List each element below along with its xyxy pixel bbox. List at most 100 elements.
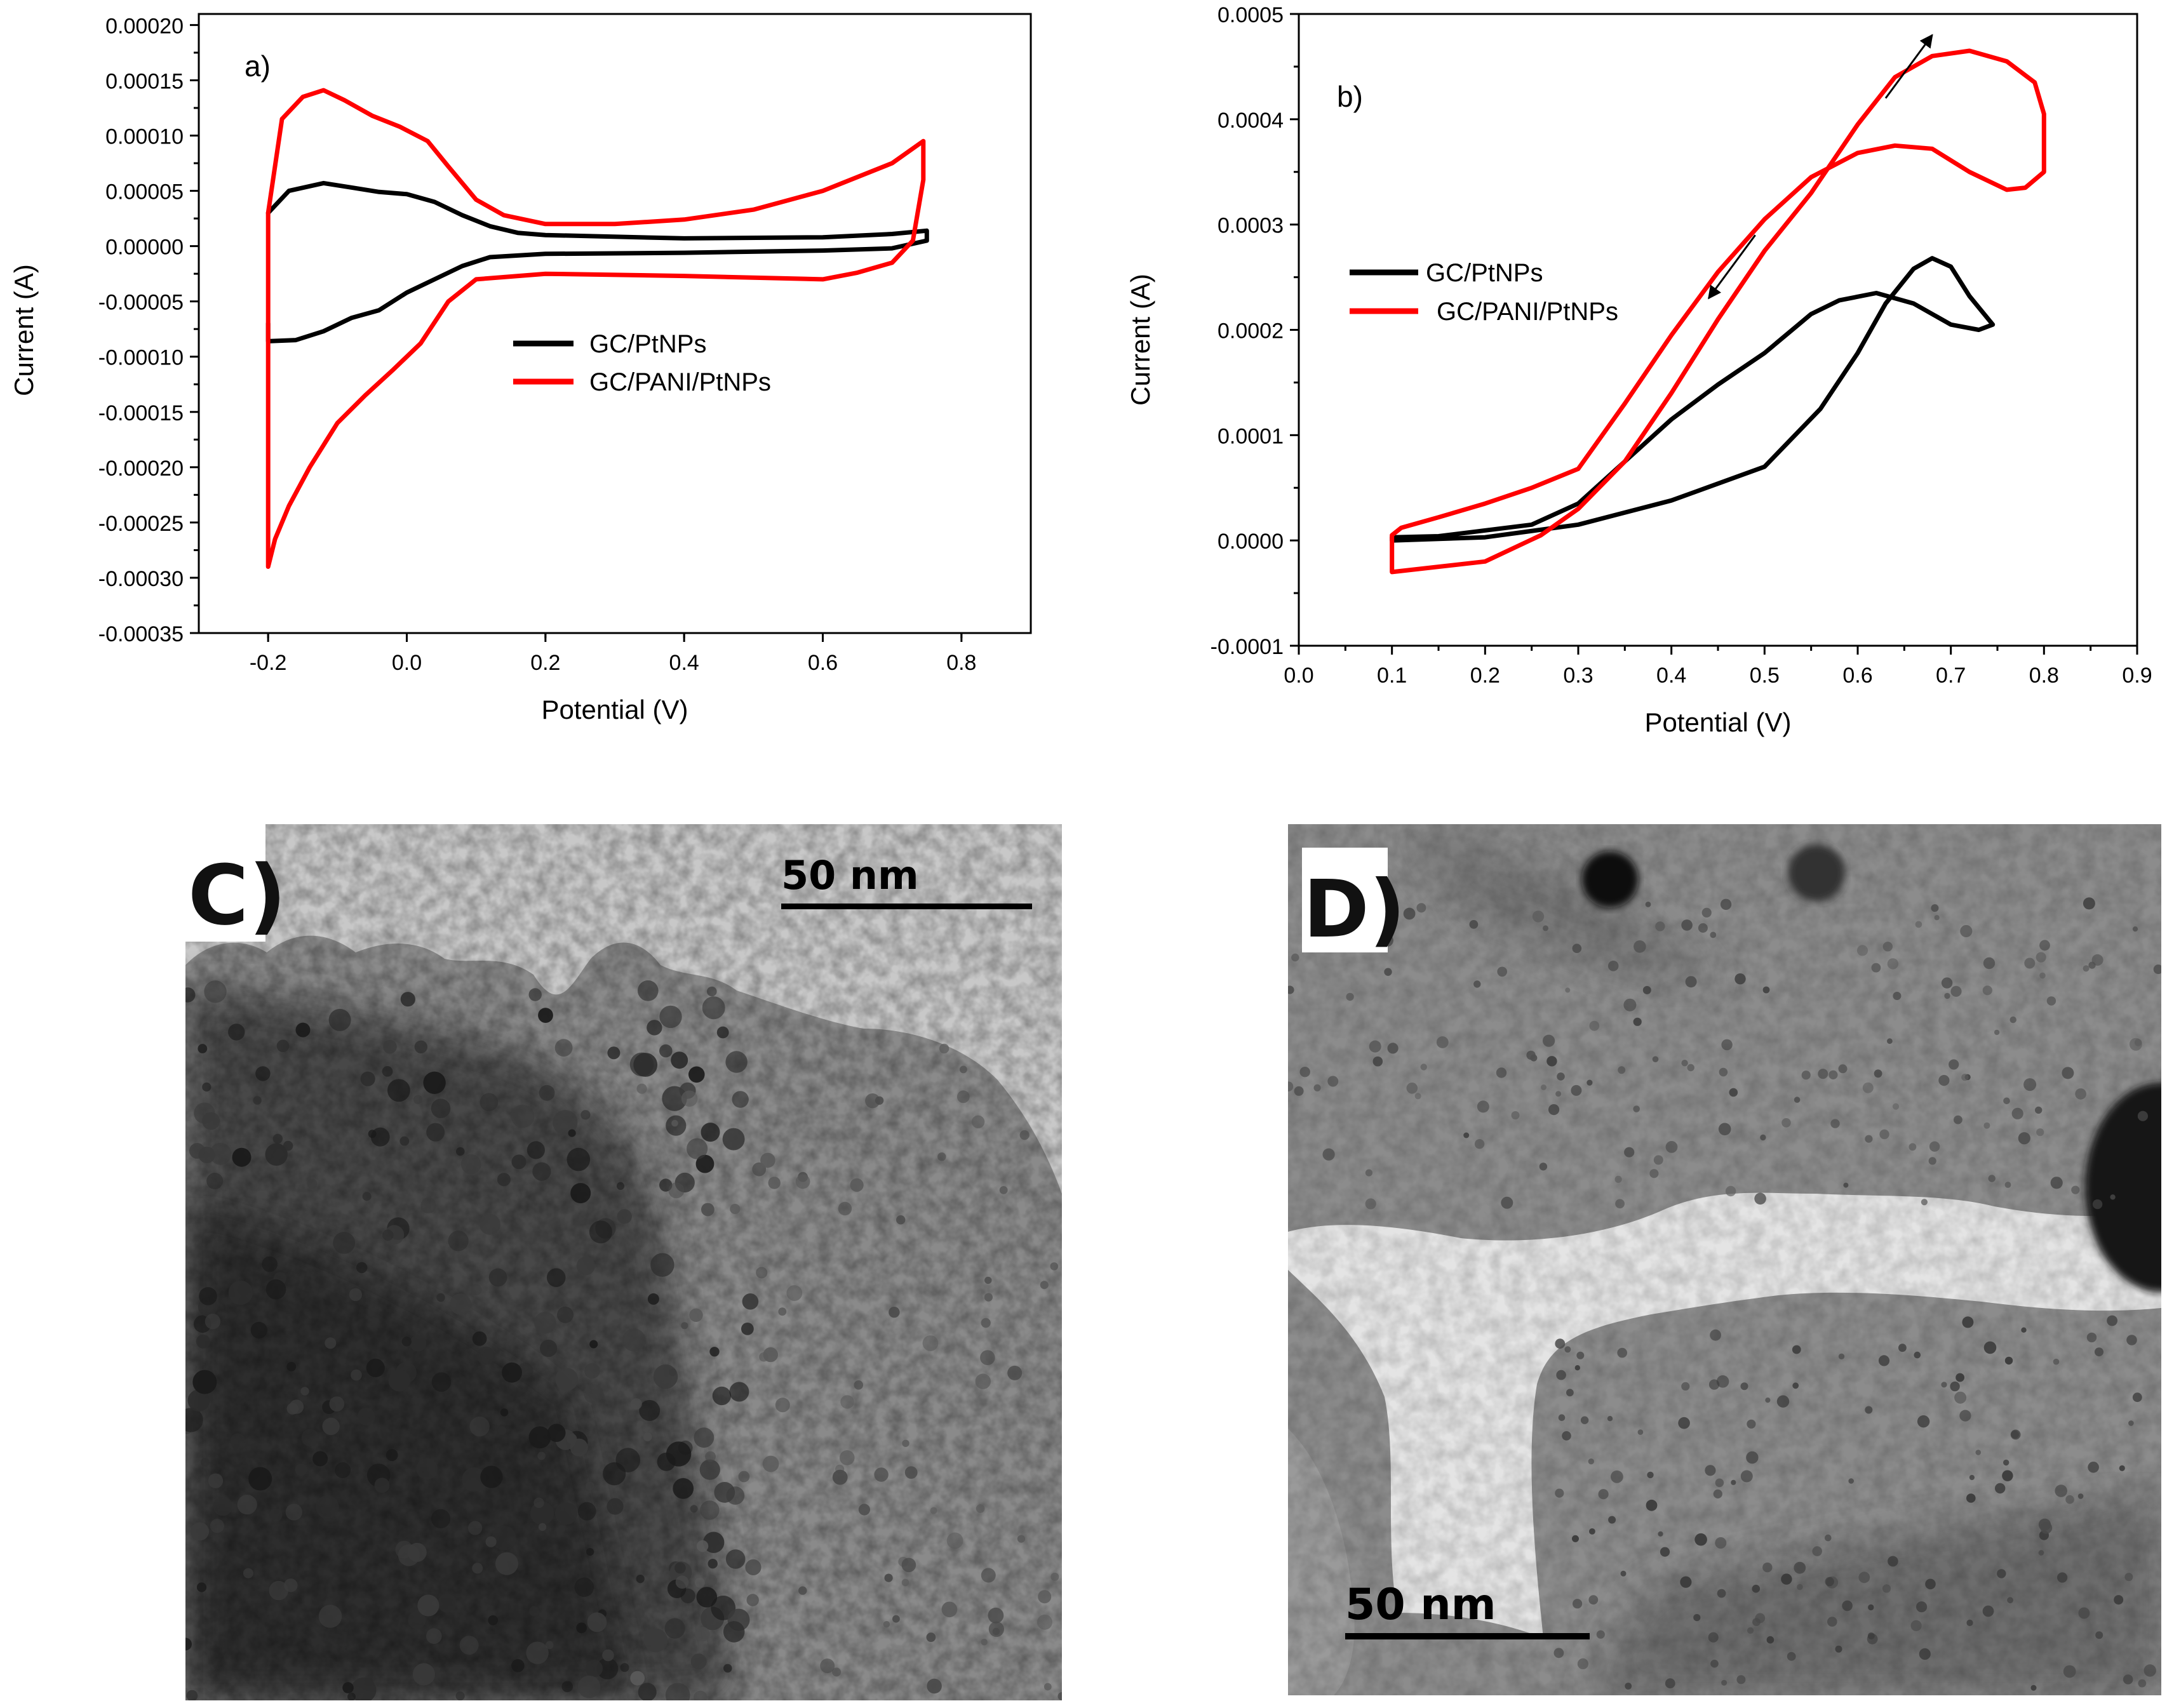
tem-c-particle	[255, 1066, 270, 1081]
tem-c-particle	[420, 1198, 436, 1213]
tem-c-particle	[739, 1471, 750, 1483]
tem-d-particle	[2057, 1572, 2067, 1582]
tem-d-particle	[1634, 1018, 1642, 1026]
tem-d-particle	[2062, 1067, 2074, 1079]
tem-c-particle	[637, 1084, 647, 1094]
tem-c-particle	[480, 1465, 502, 1488]
tem-c-particle	[199, 1147, 215, 1163]
tem-c-particle	[702, 996, 725, 1019]
tem-c-particle	[617, 1182, 624, 1190]
tem-c-particle	[902, 1440, 909, 1447]
tem-d-particle	[1868, 1605, 1874, 1610]
tem-d-particle	[1576, 1352, 1584, 1359]
tem-d-particle	[1540, 1163, 1547, 1170]
tem-d-particle	[2114, 1595, 2123, 1605]
tem-d-particle	[2154, 964, 2163, 974]
tem-c-particle	[621, 1663, 629, 1672]
tem-d-particle	[2036, 1128, 2044, 1136]
tem-c-particle	[707, 987, 717, 997]
tem-c-particle	[302, 1429, 319, 1447]
tem-c-particle	[251, 1322, 267, 1338]
tem-d-particle	[1726, 1186, 1736, 1196]
tem-d-particle	[1960, 925, 1972, 937]
chart-a-y-tick-label: 0.00000	[105, 236, 184, 260]
chart-a-y-ticks: 0.000200.000150.000100.000050.00000-0.00…	[98, 14, 199, 646]
tem-d-particle	[1966, 1620, 1973, 1626]
tem-d-particle	[1765, 1398, 1770, 1403]
legend-b-label-1: GC/PtNPs	[1426, 259, 1543, 287]
tem-c-particle	[206, 1173, 223, 1189]
tem-d-particle	[1893, 992, 1901, 1000]
tem-d-particle	[2023, 1078, 2036, 1091]
chart-a: 0.000200.000150.000100.000050.00000-0.00…	[9, 14, 1031, 724]
tem-d-particle	[1587, 1080, 1592, 1086]
tem-c-particle	[511, 1659, 525, 1672]
tem-c-particle	[681, 1090, 698, 1107]
tem-d-particle	[1931, 904, 1938, 912]
chart-a-ylabel: Current (A)	[9, 264, 39, 396]
chart-b-y-tick-label: 0.0001	[1218, 424, 1284, 448]
tem-c-particle	[687, 1138, 708, 1159]
tem-c-particle	[874, 1467, 888, 1481]
tem-c-particle	[529, 988, 542, 1001]
tem-d-particle	[2007, 1597, 2013, 1603]
tem-d-particle	[2039, 973, 2046, 979]
tem-d-particle	[2038, 1550, 2044, 1556]
tem-c-particle	[1050, 1262, 1059, 1271]
tem-d-particle	[2083, 897, 2095, 909]
tem-c-particle	[329, 1396, 344, 1411]
tem-c-particle	[723, 1621, 745, 1643]
tem-d-particle	[1564, 1346, 1571, 1352]
tem-c-particle	[333, 1232, 355, 1254]
tem-d-particle	[1437, 1036, 1449, 1048]
tem-c-particle	[473, 1331, 487, 1346]
tem-d-particle	[1941, 1382, 1947, 1387]
tem-c-particle	[286, 1504, 302, 1520]
chart-a-x-tick-label: 0.6	[808, 651, 838, 675]
tem-d-particle	[2071, 1186, 2079, 1194]
tem-d-particle	[1365, 1198, 1376, 1209]
tem-c-particle	[1040, 1281, 1049, 1289]
tem-c-particle	[436, 1293, 445, 1302]
tem-d-particle	[2055, 1484, 2067, 1497]
tem-d-particle	[1961, 1074, 1968, 1081]
tem-d-particle	[1754, 1193, 1766, 1205]
tem-c-particle	[438, 1594, 457, 1613]
tem-d-particle	[1827, 1617, 1837, 1627]
tem-c-particle	[688, 1067, 705, 1083]
tem-d-particle	[1710, 932, 1716, 938]
chart-b-y-tick-label: -0.0001	[1211, 635, 1284, 659]
chart-a-series-2-line	[268, 90, 923, 566]
tem-c-particle	[638, 1683, 657, 1701]
tem-d-particle	[1995, 1483, 2005, 1493]
tem-d-particle	[1935, 915, 1940, 920]
tem-c-particle	[347, 1693, 356, 1701]
tem-d-particle	[1828, 1071, 1837, 1079]
tem-d-particle	[1681, 919, 1693, 931]
tem-c-particle	[202, 1112, 220, 1130]
tem-d-particle	[1872, 963, 1881, 973]
tem-d-particle	[1916, 1601, 1927, 1612]
tem-d-particle	[2024, 958, 2035, 969]
tem-c-particle	[927, 1679, 942, 1694]
tem-c-particle	[681, 1322, 688, 1329]
tem-d-particle	[1573, 944, 1582, 953]
tem-c-particle	[607, 1046, 620, 1059]
tem-c-particle	[930, 1507, 937, 1514]
tem-c-particle	[937, 1152, 946, 1161]
tem-d-particle	[1562, 1431, 1571, 1441]
tem-d-particle	[2003, 1098, 2010, 1105]
tem-c-particle	[500, 1408, 508, 1416]
chart-b-xlabel: Potential (V)	[1644, 707, 1791, 737]
tem-c-particle	[335, 1462, 351, 1478]
chart-b-x-tick-label: 0.7	[1936, 664, 1966, 688]
tem-d-particle	[1708, 1632, 1719, 1643]
tem-c-particle	[902, 1579, 909, 1587]
tem-c-particle	[456, 1147, 465, 1156]
tem-d-particle	[1415, 1093, 1421, 1099]
tem-c-particle	[284, 1578, 297, 1592]
tem-c-particle	[984, 1277, 991, 1284]
tem-d-particle	[2110, 1194, 2115, 1199]
tem-d-particle	[1830, 1119, 1839, 1128]
